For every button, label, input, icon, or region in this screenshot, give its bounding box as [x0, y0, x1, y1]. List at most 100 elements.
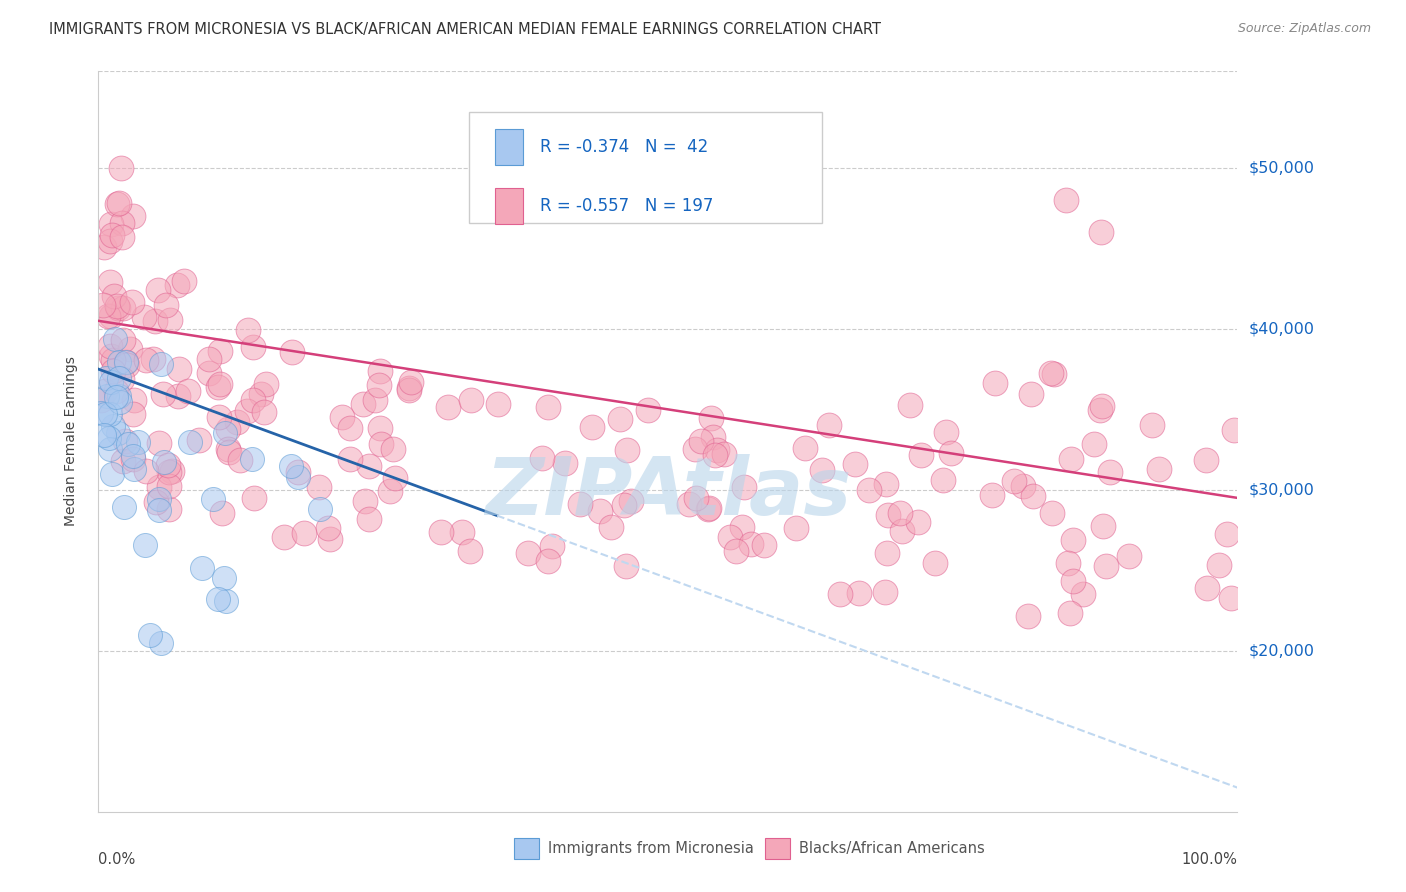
- Point: [889, 507, 911, 521]
- Point: [157, 458, 180, 472]
- Point: [368, 364, 391, 378]
- Point: [100, 309, 122, 323]
- Point: [150, 636, 173, 650]
- Point: [111, 230, 134, 244]
- Point: [217, 442, 239, 456]
- Point: [589, 504, 612, 518]
- Point: [107, 301, 129, 315]
- Point: [613, 498, 636, 512]
- Point: [240, 451, 263, 466]
- Point: [108, 196, 131, 211]
- Point: [609, 411, 631, 425]
- Point: [209, 376, 232, 391]
- Point: [1021, 387, 1043, 401]
- Point: [401, 376, 423, 390]
- Point: [93, 384, 115, 399]
- FancyBboxPatch shape: [468, 112, 821, 223]
- Point: [108, 354, 131, 368]
- Point: [93, 408, 115, 422]
- Point: [718, 530, 741, 544]
- Point: [1140, 418, 1163, 433]
- Point: [620, 494, 643, 508]
- Point: [1090, 225, 1112, 239]
- Text: Source: ZipAtlas.com: Source: ZipAtlas.com: [1237, 22, 1371, 36]
- Point: [429, 524, 451, 539]
- Point: [280, 345, 302, 359]
- Point: [114, 434, 136, 448]
- Point: [160, 464, 183, 478]
- Point: [685, 491, 707, 506]
- Point: [725, 544, 748, 558]
- Point: [173, 274, 195, 288]
- Point: [120, 342, 142, 356]
- Point: [339, 421, 361, 435]
- Point: [98, 442, 121, 457]
- Point: [828, 587, 851, 601]
- Text: ZIPAtlas: ZIPAtlas: [485, 454, 851, 533]
- Text: 0.0%: 0.0%: [98, 853, 135, 867]
- Point: [94, 370, 117, 384]
- Point: [637, 403, 659, 417]
- Point: [308, 479, 330, 493]
- Point: [198, 351, 221, 366]
- Point: [330, 409, 353, 424]
- Point: [148, 502, 170, 516]
- Point: [135, 353, 157, 368]
- Point: [486, 397, 509, 411]
- Point: [368, 421, 391, 435]
- Point: [876, 546, 898, 560]
- Point: [294, 526, 316, 541]
- Point: [101, 418, 124, 433]
- Point: [616, 558, 638, 573]
- Point: [359, 512, 381, 526]
- Point: [1002, 474, 1025, 488]
- Point: [1091, 519, 1114, 533]
- Point: [683, 442, 706, 456]
- Point: [100, 349, 122, 363]
- Point: [197, 367, 219, 381]
- Point: [242, 392, 264, 407]
- Point: [104, 333, 127, 347]
- Text: $20,000: $20,000: [1249, 643, 1315, 658]
- Point: [381, 442, 404, 456]
- Point: [108, 371, 131, 385]
- Point: [117, 358, 139, 372]
- Point: [145, 495, 167, 509]
- Point: [875, 476, 897, 491]
- Text: Immigrants from Micronesia: Immigrants from Micronesia: [548, 841, 754, 856]
- Point: [731, 520, 754, 534]
- Point: [97, 431, 120, 445]
- Point: [785, 520, 807, 534]
- Y-axis label: Median Female Earnings: Median Female Earnings: [63, 357, 77, 526]
- Point: [1059, 606, 1081, 620]
- Point: [939, 446, 962, 460]
- Text: R = -0.557   N = 197: R = -0.557 N = 197: [540, 197, 714, 215]
- Point: [924, 556, 946, 570]
- Point: [309, 502, 332, 516]
- Point: [254, 376, 277, 391]
- Point: [1071, 587, 1094, 601]
- Point: [364, 392, 387, 407]
- Point: [368, 377, 391, 392]
- Point: [1017, 608, 1039, 623]
- Point: [818, 417, 841, 432]
- Point: [177, 384, 200, 398]
- Point: [460, 392, 482, 407]
- Point: [167, 389, 190, 403]
- Point: [159, 313, 181, 327]
- Point: [211, 506, 233, 520]
- Point: [1040, 506, 1063, 520]
- Point: [103, 289, 125, 303]
- Point: [541, 539, 564, 553]
- Point: [1223, 423, 1246, 437]
- Point: [713, 447, 735, 461]
- Point: [229, 453, 252, 467]
- Point: [678, 497, 700, 511]
- Point: [1022, 489, 1045, 503]
- Point: [98, 275, 121, 289]
- Point: [122, 462, 145, 476]
- Point: [1040, 366, 1063, 380]
- Point: [898, 399, 921, 413]
- Point: [398, 381, 420, 395]
- Point: [105, 299, 128, 313]
